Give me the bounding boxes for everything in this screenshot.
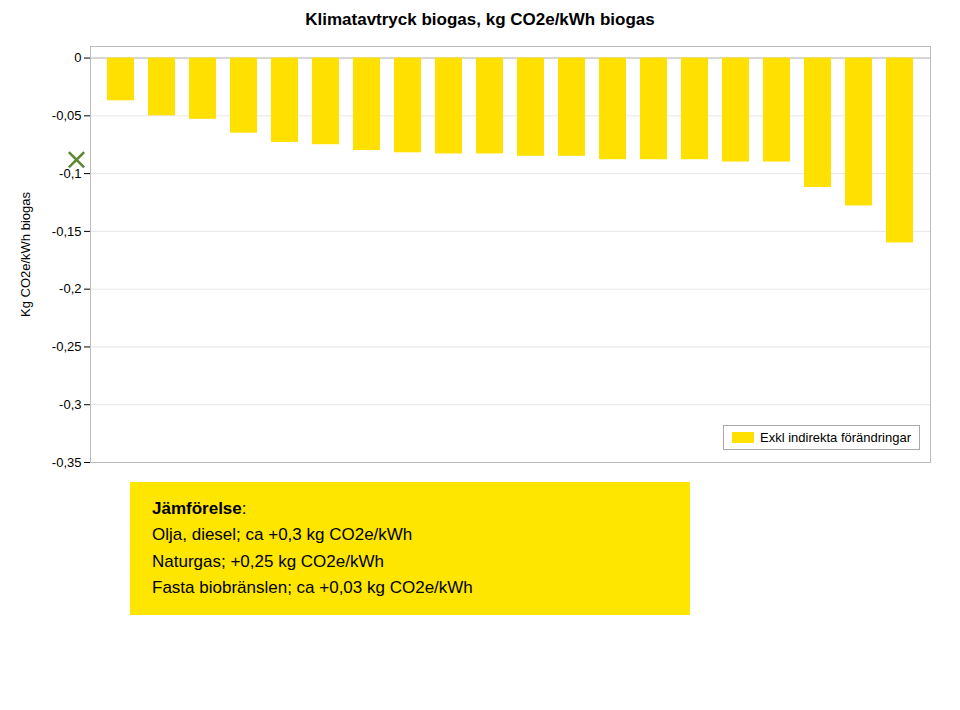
svg-text:-0,25: -0,25 — [52, 339, 82, 354]
svg-text:Kg CO2e/kWh biogas: Kg CO2e/kWh biogas — [18, 192, 33, 318]
html-text:Fasta biobränslen; ca +0,03 kg: Fasta biobränslen; ca +0,03 kg CO2e/kWh — [152, 578, 473, 597]
html-text:Jämförelse:: Jämförelse: — [152, 499, 247, 518]
svg-text:-0,3: -0,3 — [59, 397, 81, 412]
html-text:Olja, diesel; ca +0,3 kg CO2e/: Olja, diesel; ca +0,3 kg CO2e/kWh — [152, 525, 413, 545]
svg-text:0: 0 — [74, 50, 81, 65]
html-text:Naturgas; +0,25 kg CO2e/kWh: Naturgas; +0,25 kg CO2e/kWh — [152, 551, 384, 571]
html-text:Exkl indirekta förändringar: Exkl indirekta förändringar — [760, 430, 911, 445]
html-text:Klimatavtryck biogas, kg CO2e/: Klimatavtryck biogas, kg CO2e/kWh biogas — [305, 10, 655, 29]
svg-text:-0,15: -0,15 — [52, 224, 82, 239]
svg-text:-0,05: -0,05 — [52, 108, 82, 123]
svg-text:-0,1: -0,1 — [59, 166, 81, 181]
svg-text:-0,35: -0,35 — [52, 455, 82, 470]
svg-text:-0,2: -0,2 — [59, 281, 81, 296]
